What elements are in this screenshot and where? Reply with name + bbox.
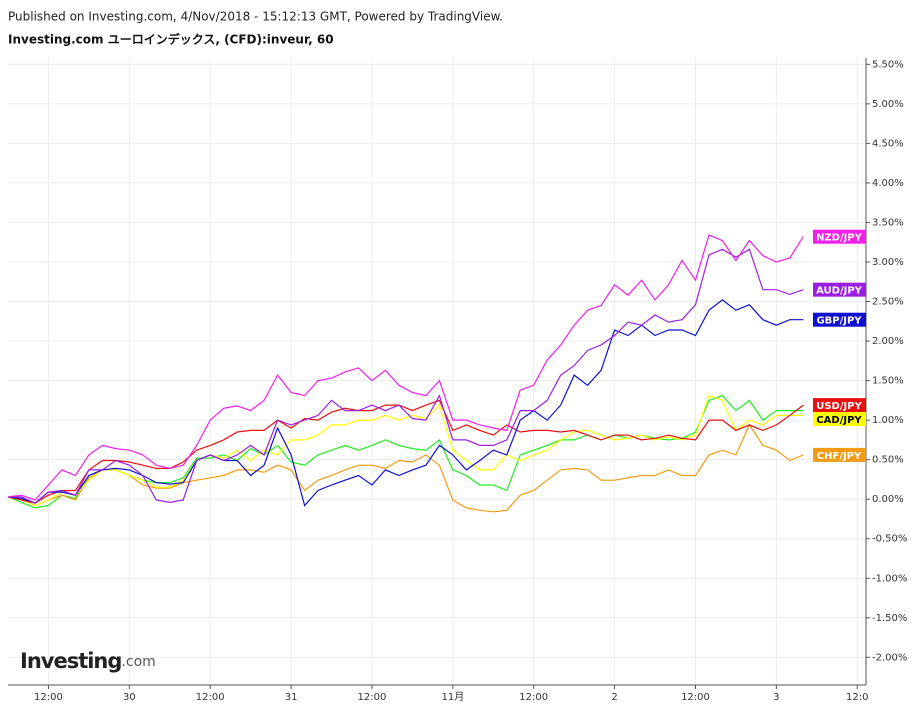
y-tick-label: -1.50%: [872, 613, 907, 624]
legend-label: USD/JPY: [816, 401, 862, 412]
legend-label: CHF/JPY: [817, 451, 862, 462]
y-tick-label: 0.00%: [872, 494, 904, 505]
series-tag: CHF/JPY: [813, 447, 866, 462]
series-tag-box: [813, 312, 866, 327]
y-tick-label: 3.50%: [872, 217, 904, 228]
y-tick-label: 2.00%: [872, 336, 904, 347]
legend-label: GBP/JPY: [816, 316, 862, 327]
series-tag-box: [813, 398, 866, 413]
x-tick-label: 31: [285, 692, 298, 703]
x-tick-label: 3: [773, 692, 779, 703]
y-tick-label: 4.00%: [872, 178, 904, 189]
y-tick-label: 3.00%: [872, 257, 904, 268]
series-tag-box: [813, 282, 866, 297]
logo: Investing.com: [20, 649, 156, 673]
x-tick-label: 12:0: [846, 692, 868, 703]
y-tick-label: 5.00%: [872, 99, 904, 110]
series-tag: GBP/JPY: [813, 312, 866, 327]
series-line: [7, 423, 804, 513]
logo-suffix: .com: [121, 654, 155, 670]
y-tick-label: 0.50%: [872, 455, 904, 466]
y-tick-label: 1.00%: [872, 415, 904, 426]
x-tick-label: 12:00: [681, 692, 710, 703]
series-tag: NZD/JPY: [813, 229, 866, 244]
series-tag-box: [813, 447, 866, 462]
legend-label: NZD/JPY: [816, 233, 863, 244]
y-tick-label: 5.50%: [872, 59, 904, 70]
y-tick-label: -1.00%: [872, 573, 907, 584]
series-line: [7, 399, 804, 504]
x-tick-label: 12:00: [34, 692, 63, 703]
series-line: [7, 234, 804, 501]
y-tick-label: -2.00%: [872, 652, 907, 663]
series-tag: AUD/JPY: [813, 282, 866, 297]
y-tick-label: -0.50%: [872, 534, 907, 545]
series-line: [7, 299, 804, 507]
legend-label: CAD/JPY: [816, 415, 862, 426]
series-tag-box: [813, 412, 866, 427]
series-line: [7, 394, 804, 507]
x-tick-label: 12:00: [519, 692, 548, 703]
y-tick-label: 2.50%: [872, 297, 904, 308]
header: Published on Investing.com, 4/Nov/2018 -…: [8, 10, 503, 24]
series-tag: CAD/JPY: [813, 412, 866, 427]
series-tag-box: [813, 229, 866, 244]
x-tick-label: 11月: [441, 691, 464, 703]
chart-title: Investing.com ユーロインデックス, (CFD):inveur, 6…: [8, 32, 334, 47]
x-tick-label: 2: [611, 692, 617, 703]
x-tick-label: 12:00: [196, 692, 225, 703]
x-tick-label: 12:00: [358, 692, 387, 703]
x-tick-label: 30: [123, 692, 136, 703]
y-tick-label: 1.50%: [872, 376, 904, 387]
series-line: [8, 248, 804, 504]
y-tick-label: 4.50%: [872, 138, 904, 149]
legend-label: AUD/JPY: [816, 286, 863, 297]
logo-name: Investing: [20, 649, 121, 673]
series-tag: USD/JPY: [813, 398, 866, 413]
